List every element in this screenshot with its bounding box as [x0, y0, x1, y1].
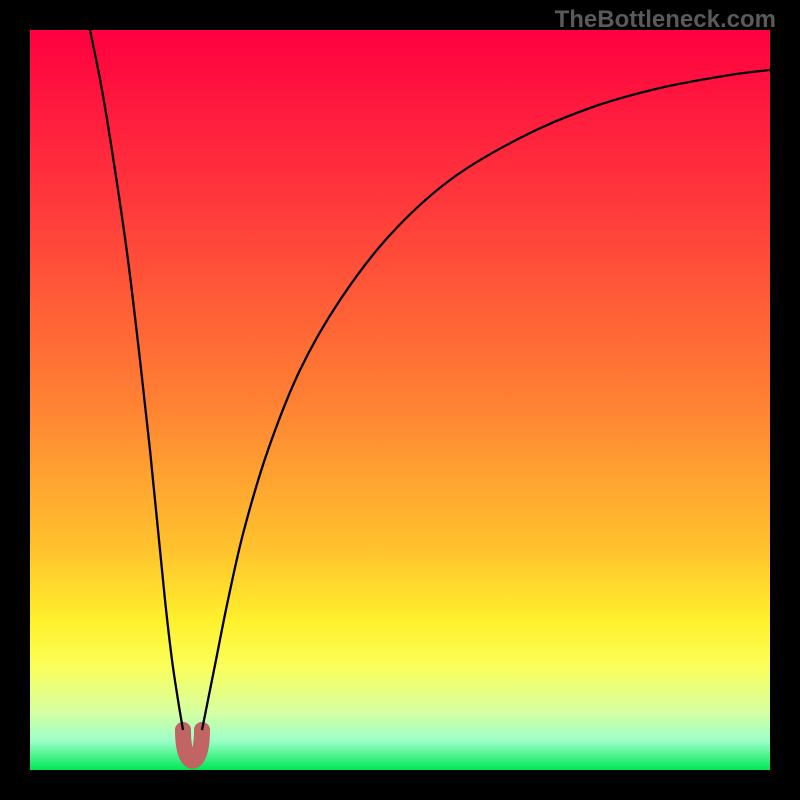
chart-frame: TheBottleneck.com [0, 0, 800, 800]
attribution-text: TheBottleneck.com [555, 6, 776, 34]
curve-svg [30, 30, 770, 770]
curve-right-branch [202, 70, 770, 730]
curve-left-branch [90, 30, 183, 730]
chart-plot-area [30, 30, 770, 770]
